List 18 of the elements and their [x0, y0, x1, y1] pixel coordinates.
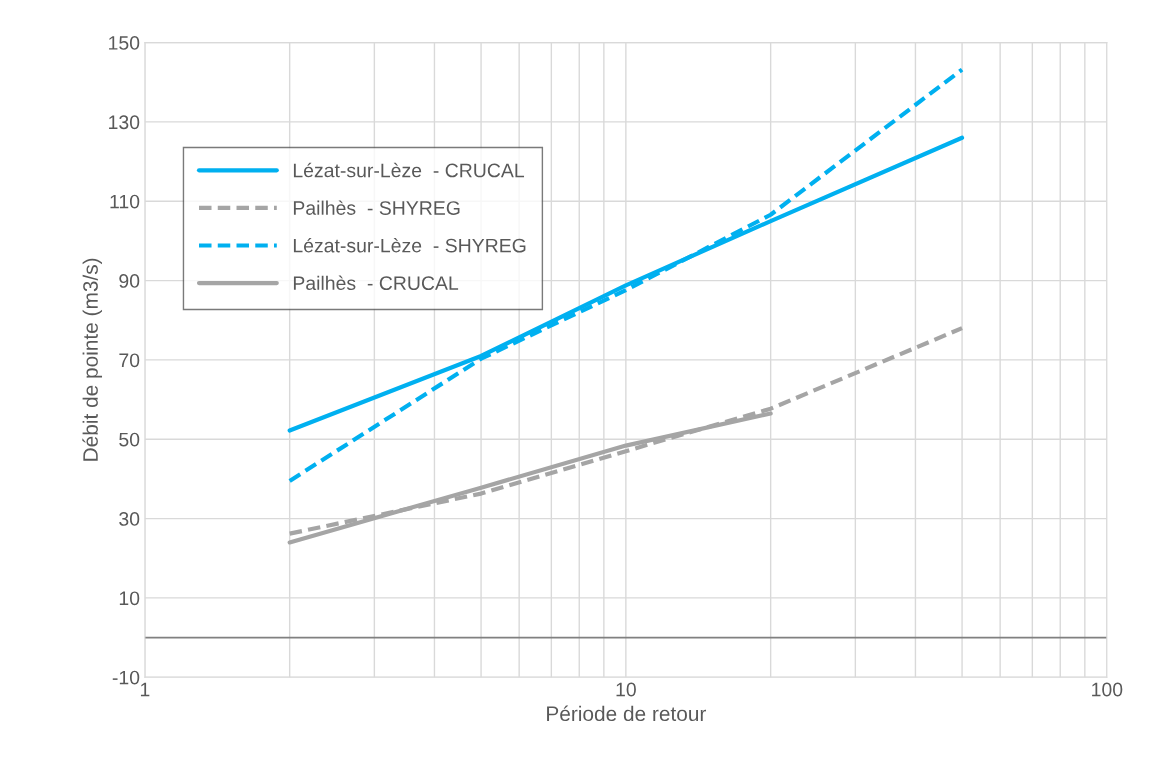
- legend-label: Lézat-sur-Lèze - CRUCAL: [293, 162, 525, 178]
- y-tick-label: 130: [109, 115, 140, 130]
- x-tick-label: 10: [616, 682, 636, 697]
- x-tick-label: 1: [140, 682, 150, 697]
- legend-label: Pailhès - SHYREG: [293, 200, 460, 215]
- x-tick-label: 100: [1092, 682, 1123, 697]
- y-tick-label: 110: [110, 194, 140, 209]
- y-tick-label: 150: [109, 36, 140, 50]
- y-tick-label: 10: [119, 591, 140, 606]
- y-tick-label: 70: [119, 353, 140, 368]
- y-axis-title: Débit de pointe (m3/s): [82, 258, 103, 461]
- x-axis-title: Période de retour: [547, 705, 707, 722]
- legend-label: Pailhès - CRUCAL: [293, 275, 459, 291]
- y-tick-label: -10: [112, 670, 140, 685]
- y-tick-label: 90: [119, 274, 140, 288]
- y-tick-label: 30: [119, 512, 140, 526]
- legend-label: Lézat-sur-Lèze - SHYREG: [293, 237, 526, 253]
- y-tick-label: 50: [119, 432, 140, 447]
